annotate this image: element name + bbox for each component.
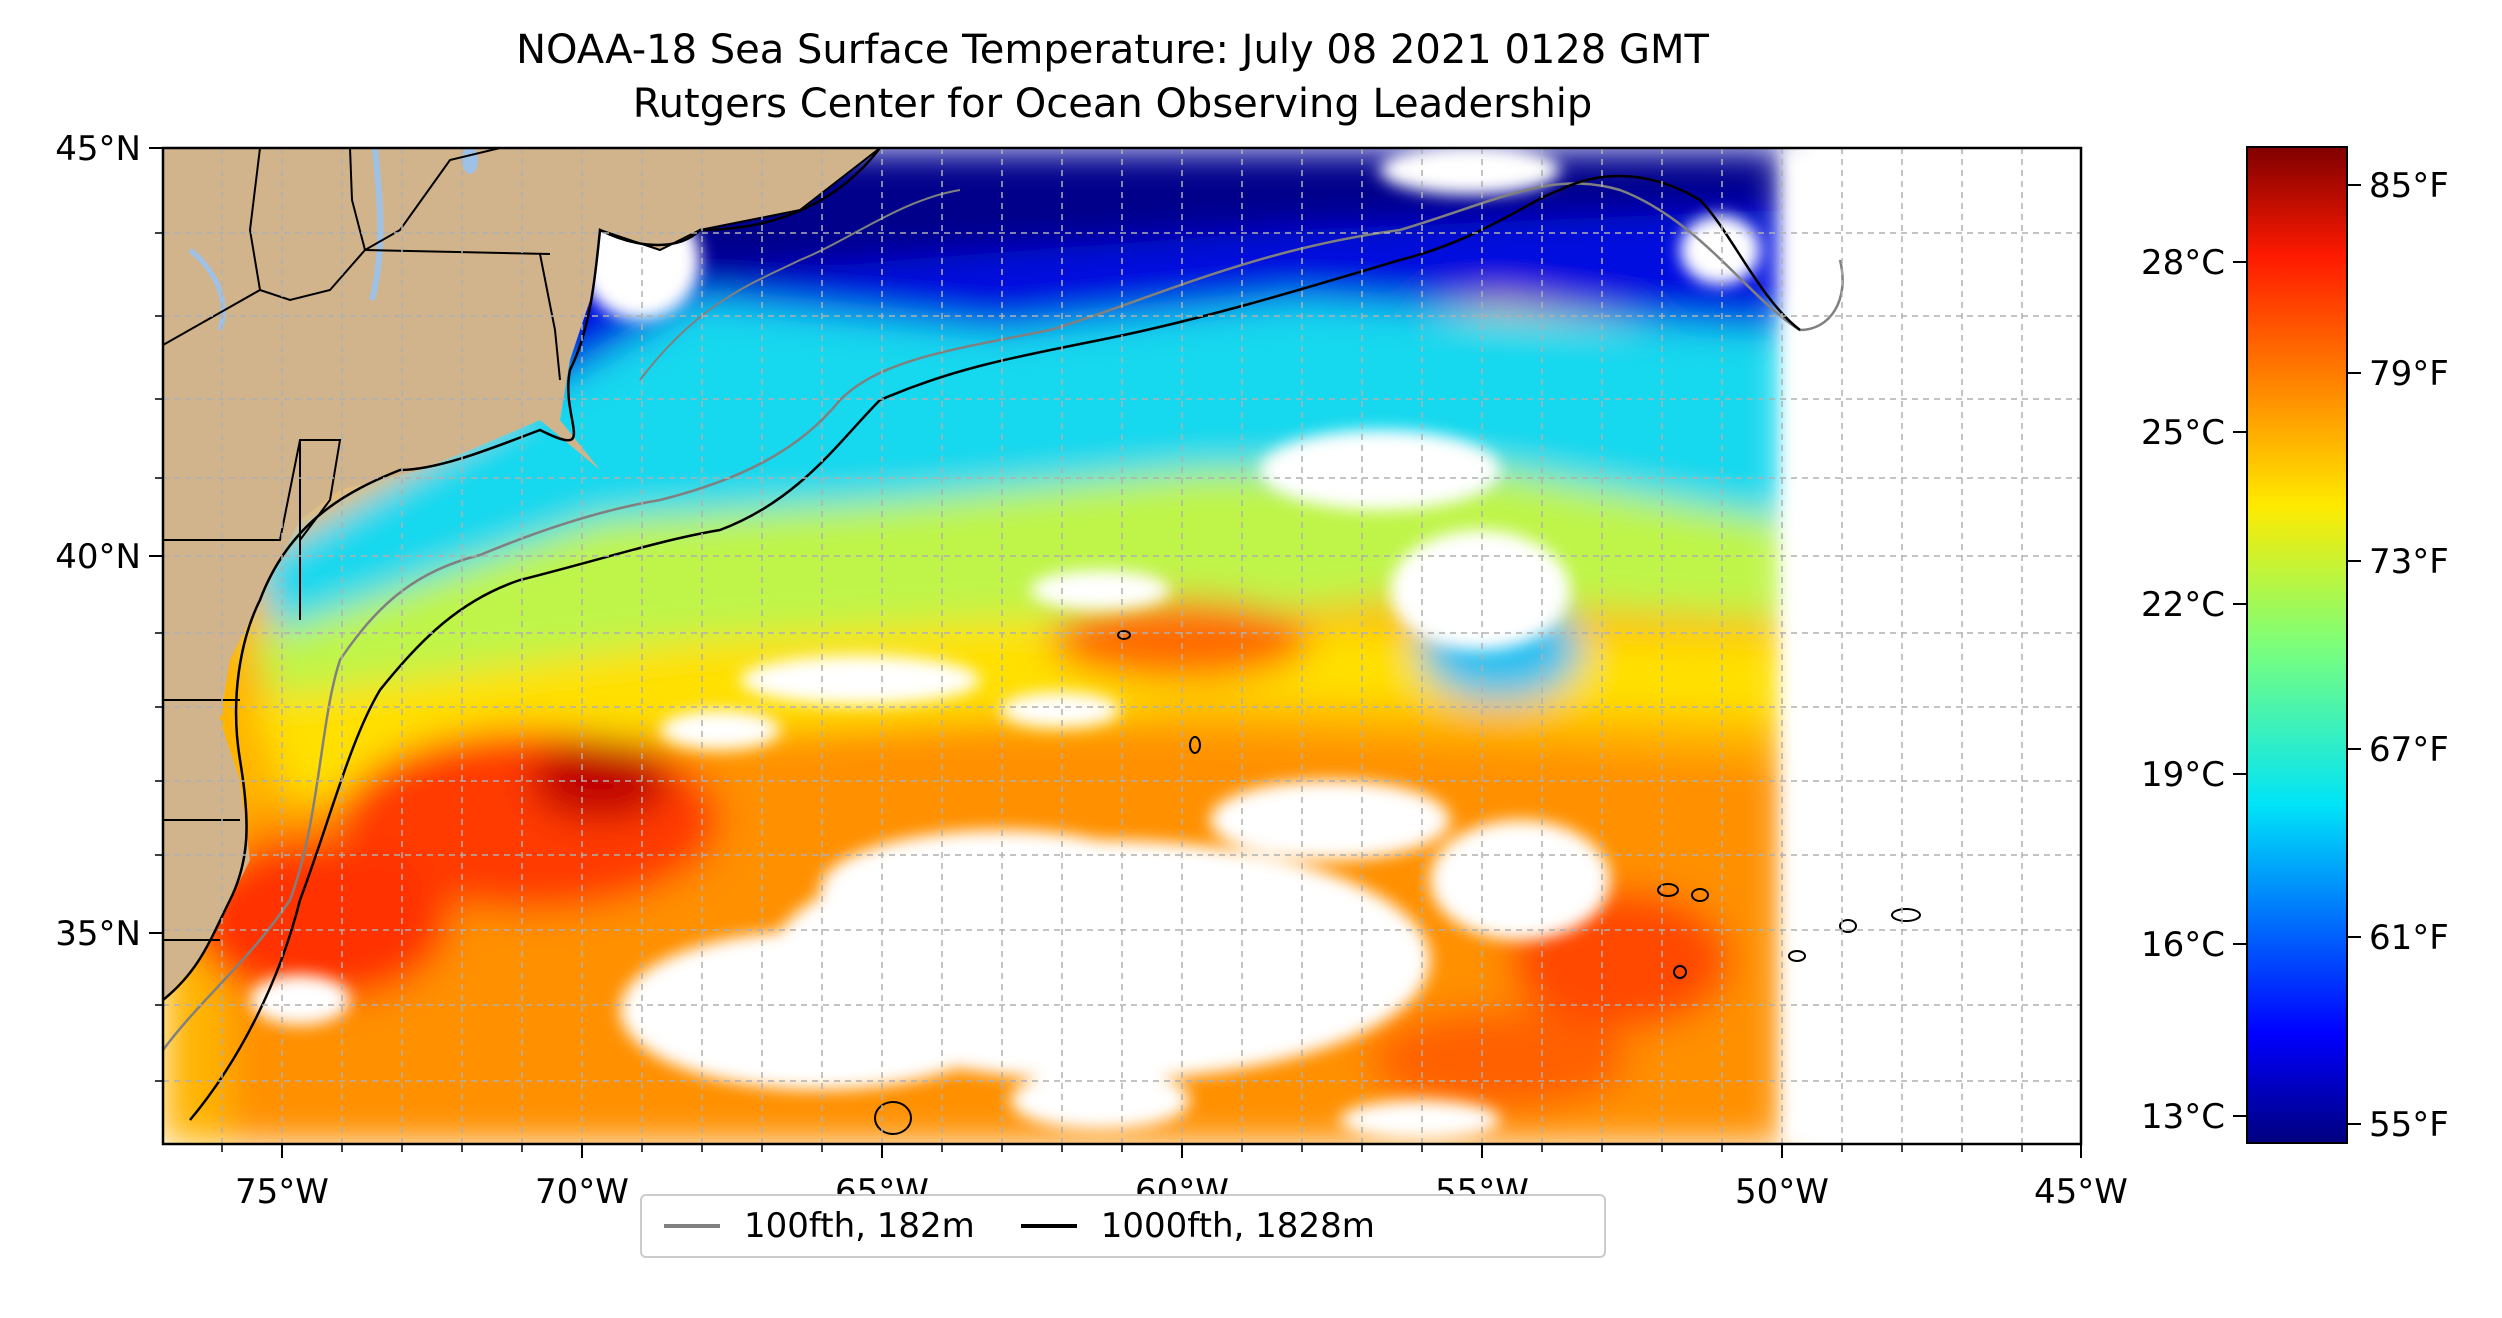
colorbar: 13°C 16°C 19°C 22°C 25°C 28°C 55°F 61°F … — [2141, 146, 2449, 1145]
cloud-mask — [250, 148, 2081, 1144]
colorbar-fahrenheit-tick: 67°F — [2369, 730, 2449, 770]
colorbar-celsius-tick: 25°C — [2141, 413, 2225, 453]
legend-label: 1000fth, 1828m — [1100, 1206, 1375, 1246]
colorbar-fahrenheit-tick: 85°F — [2369, 166, 2449, 206]
colorbar-fahrenheit-tick: 61°F — [2369, 918, 2449, 958]
map-area — [163, 148, 2081, 1144]
legend-item-1000fth: 1000fth, 1828m — [1003, 1206, 1375, 1246]
legend-label: 100fth, 182m — [744, 1206, 975, 1246]
colorbar-fahrenheit-tick: 55°F — [2369, 1105, 2449, 1145]
x-tick-label: 70°W — [535, 1172, 629, 1212]
x-tick-label: 50°W — [1735, 1172, 1829, 1212]
colorbar-celsius-tick: 13°C — [2141, 1097, 2225, 1137]
map-title: NOAA-18 Sea Surface Temperature: July 08… — [516, 27, 1709, 73]
seamounts — [874, 630, 1921, 1135]
isobath-100fth — [163, 182, 1844, 1051]
colorbar-celsius-tick: 22°C — [2141, 585, 2225, 625]
colorbar-celsius-tick: 19°C — [2141, 755, 2225, 795]
x-ticks — [281, 1144, 2082, 1158]
y-ticks — [149, 147, 163, 934]
isobath-1000fth — [189, 174, 1801, 1121]
y-tick-label: 40°N — [55, 537, 141, 577]
legend-item-100fth: 100fth, 182m — [646, 1206, 975, 1246]
legend-line-black — [1020, 1224, 1077, 1228]
legend-line-gray — [664, 1224, 720, 1228]
colorbar-celsius-tick: 16°C — [2141, 925, 2225, 965]
gridlines — [163, 148, 2081, 1144]
colorbar-fahrenheit-tick: 73°F — [2369, 542, 2449, 582]
x-tick-label: 45°W — [2034, 1172, 2128, 1212]
map-subtitle: Rutgers Center for Ocean Observing Leade… — [632, 81, 1593, 127]
legend: 100fth, 182m 1000fth, 1828m — [640, 1194, 1606, 1258]
x-minor-ticks — [221, 1144, 2023, 1152]
y-minor-ticks — [155, 232, 163, 1082]
colorbar-fahrenheit-tick: 79°F — [2369, 354, 2449, 394]
y-tick-label: 35°N — [55, 914, 141, 954]
colorbar-celsius-tick: 28°C — [2141, 243, 2225, 283]
coastline — [163, 148, 881, 1001]
x-tick-label: 75°W — [235, 1172, 329, 1212]
colorbar-gradient — [2246, 146, 2348, 1144]
y-tick-label: 45°N — [55, 129, 141, 169]
